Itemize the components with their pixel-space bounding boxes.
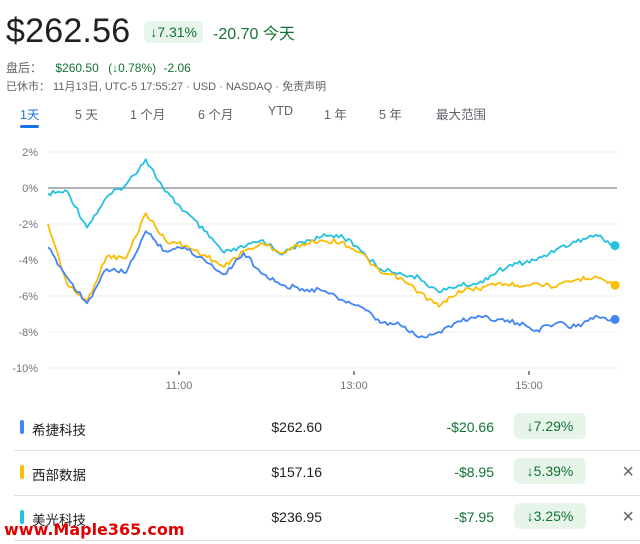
x-tick-label: 13:00 xyxy=(340,380,368,392)
series-end-dot xyxy=(610,241,620,251)
y-tick-label: -4% xyxy=(18,255,38,267)
chart-svg: 2% 0% -2% -4% -6% -8% -10% 11:00 13:00 15:00 xyxy=(12,147,620,392)
y-tick-label: -8% xyxy=(18,327,38,339)
market-status-line: 已休市： 11月13日, UTC-5 17:55:27 · USD · NASD… xyxy=(6,81,327,93)
comparison-row[interactable]: 美光科技 $236.95 -$7.95 ↓3.25% × xyxy=(14,498,640,541)
comparison-row[interactable]: 西部数据 $157.16 -$8.95 ↓5.39% × xyxy=(14,453,640,496)
current-price: $262.56 xyxy=(6,12,131,50)
ticker-delta: -$20.66 xyxy=(446,419,494,435)
ticker-price: $157.16 xyxy=(271,464,322,480)
ticker-delta: -$7.95 xyxy=(454,509,494,525)
y-tick-label: -10% xyxy=(12,363,38,375)
tab-range-2[interactable]: 1 个月 xyxy=(130,108,166,122)
comparison-row[interactable]: 希捷科技 $262.60 -$20.66 ↓7.29% xyxy=(14,408,640,451)
ticker-name: 西部数据 xyxy=(32,468,86,483)
y-tick-label: -2% xyxy=(18,219,38,231)
tab-range-4[interactable]: YTD xyxy=(268,104,293,118)
tab-range-5[interactable]: 1 年 xyxy=(324,108,347,122)
tab-range-1[interactable]: 5 天 xyxy=(75,108,98,122)
series-color-swatch xyxy=(20,420,24,434)
change-pct-badge: ↓ 7.31% xyxy=(144,20,204,43)
series-line-2 xyxy=(47,230,616,339)
close-icon[interactable]: × xyxy=(622,506,634,528)
after-hours-pct: (↓0.78%) xyxy=(108,61,157,75)
tab-range-6[interactable]: 5 年 xyxy=(379,108,402,122)
ticker-price: $236.95 xyxy=(271,509,322,525)
after-hours-line: 盘后： $260.50 (↓0.78%) -2.06 xyxy=(6,59,191,76)
tab-range-3[interactable]: 6 个月 xyxy=(198,108,234,122)
y-tick-label: -6% xyxy=(18,291,38,303)
ticker-name: 希捷科技 xyxy=(32,423,86,438)
change-abs-value: -20.70 xyxy=(213,25,259,43)
price-chart[interactable]: 2% 0% -2% -4% -6% -8% -10% 11:00 13:00 15:00 xyxy=(0,140,640,400)
series-color-swatch xyxy=(20,465,24,479)
tab-range-0[interactable]: 1天 xyxy=(20,104,40,128)
period-label: 今天 xyxy=(262,25,295,43)
after-hours-price: $260.50 xyxy=(55,61,99,75)
ticker-pct-badge: ↓7.29% xyxy=(514,413,586,439)
series-end-dot xyxy=(610,280,620,290)
change-pct: 7.31% xyxy=(157,23,198,40)
close-icon[interactable]: × xyxy=(622,461,634,483)
ticker-name: 美光科技 xyxy=(32,513,86,528)
series-line-1 xyxy=(47,212,616,308)
ticker-pct-badge: ↓5.39% xyxy=(514,458,586,484)
series-line-0 xyxy=(47,158,616,294)
tab-range-7[interactable]: 最大范围 xyxy=(436,108,487,122)
watermark: www.Maple365.com xyxy=(4,520,185,539)
ticker-price: $262.60 xyxy=(271,419,322,435)
range-tabs: 1天 5 天 1 个月 6 个月 YTD 1 年 5 年 最大范围 xyxy=(0,104,640,128)
arrow-down-icon: ↓ xyxy=(150,23,158,40)
after-hours-label: 盘后： xyxy=(6,61,43,75)
after-hours-abs: -2.06 xyxy=(163,61,191,75)
y-tick-label: 2% xyxy=(22,147,38,159)
ticker-pct-badge: ↓3.25% xyxy=(514,503,586,529)
x-tick-label: 11:00 xyxy=(166,380,193,392)
change-abs: -20.70 今天 xyxy=(213,20,295,44)
x-tick-label: 15:00 xyxy=(515,380,543,392)
ticker-delta: -$8.95 xyxy=(454,464,494,480)
y-tick-label: 0% xyxy=(22,183,38,195)
quote-header: $262.56 ↓ 7.31% -20.70 今天 xyxy=(6,12,295,51)
series-color-swatch xyxy=(20,510,24,524)
series-end-dot xyxy=(610,314,620,324)
